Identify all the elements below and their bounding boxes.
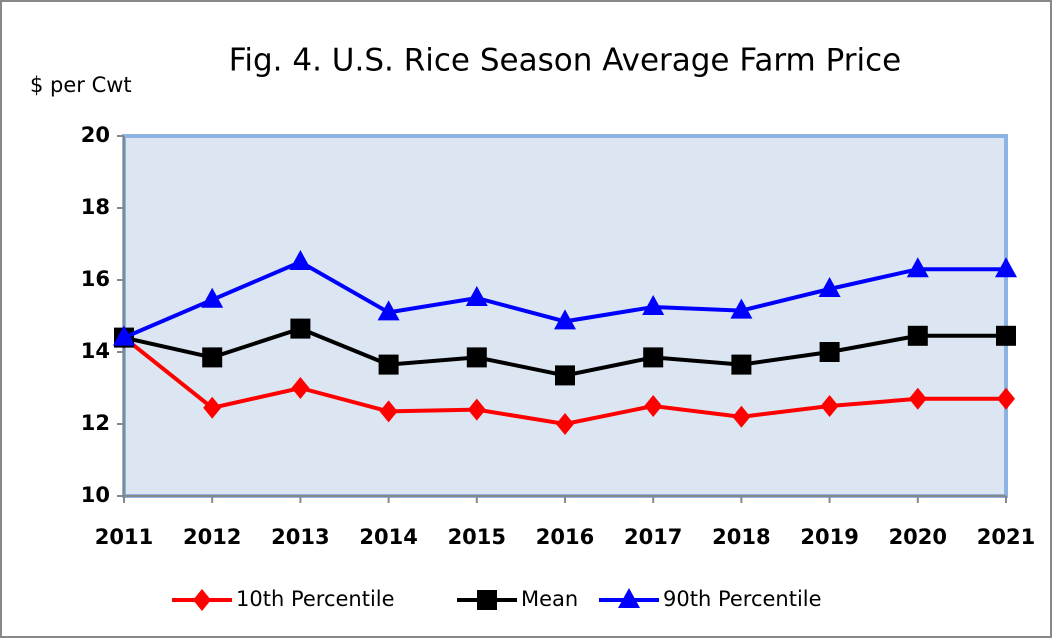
data-point bbox=[202, 347, 223, 368]
data-point bbox=[732, 405, 751, 428]
data-point bbox=[730, 298, 753, 319]
data-point bbox=[378, 354, 399, 375]
data-point bbox=[997, 387, 1015, 410]
data-point bbox=[819, 342, 840, 362]
data-point bbox=[643, 347, 664, 368]
data-point bbox=[906, 257, 929, 278]
legend-marker bbox=[477, 590, 497, 610]
chart-title: Fig. 4. U.S. Rice Season Average Farm Pr… bbox=[229, 43, 901, 79]
data-point bbox=[466, 347, 487, 368]
data-point bbox=[642, 295, 665, 315]
x-tick-label: 2019 bbox=[800, 525, 858, 549]
data-point bbox=[908, 387, 927, 410]
data-point bbox=[291, 377, 310, 399]
data-point bbox=[465, 286, 488, 306]
x-tick-label: 2021 bbox=[977, 525, 1035, 549]
y-tick-label: 10 bbox=[81, 483, 110, 507]
x-tick-label: 2012 bbox=[183, 525, 241, 549]
data-point bbox=[555, 365, 575, 386]
legend-marker bbox=[618, 588, 640, 608]
data-point bbox=[203, 396, 222, 419]
legend-label: 90th Percentile bbox=[663, 587, 822, 611]
data-point bbox=[554, 309, 576, 330]
data-point bbox=[556, 413, 574, 435]
data-point bbox=[644, 395, 663, 417]
y-tick-label: 12 bbox=[81, 411, 110, 435]
data-point bbox=[289, 250, 312, 270]
data-point bbox=[907, 325, 928, 346]
x-tick-label: 2018 bbox=[712, 525, 770, 549]
data-point bbox=[996, 325, 1016, 346]
y-tick-label: 18 bbox=[81, 195, 110, 219]
data-point bbox=[201, 287, 224, 308]
data-point bbox=[995, 257, 1017, 278]
data-point bbox=[731, 354, 752, 375]
data-point bbox=[467, 398, 486, 421]
x-tick-label: 2011 bbox=[95, 525, 153, 549]
legend-label: 10th Percentile bbox=[236, 587, 395, 611]
y-axis-label: $ per Cwt bbox=[30, 73, 132, 97]
data-point bbox=[818, 277, 841, 297]
y-tick-label: 16 bbox=[81, 267, 110, 291]
x-tick-label: 2013 bbox=[271, 525, 329, 549]
data-point bbox=[113, 325, 135, 346]
data-point bbox=[379, 400, 398, 423]
data-point bbox=[820, 395, 839, 417]
legend-marker bbox=[193, 589, 211, 611]
x-tick-label: 2017 bbox=[624, 525, 682, 549]
y-tick-label: 14 bbox=[81, 339, 110, 363]
data-point bbox=[377, 300, 400, 321]
data-point bbox=[290, 318, 311, 339]
x-tick-label: 2015 bbox=[448, 525, 506, 549]
x-tick-label: 2016 bbox=[536, 525, 594, 549]
y-tick-label: 20 bbox=[81, 123, 110, 147]
legend-label: Mean bbox=[521, 587, 578, 611]
x-tick-label: 2020 bbox=[889, 525, 947, 549]
x-tick-label: 2014 bbox=[359, 525, 417, 549]
